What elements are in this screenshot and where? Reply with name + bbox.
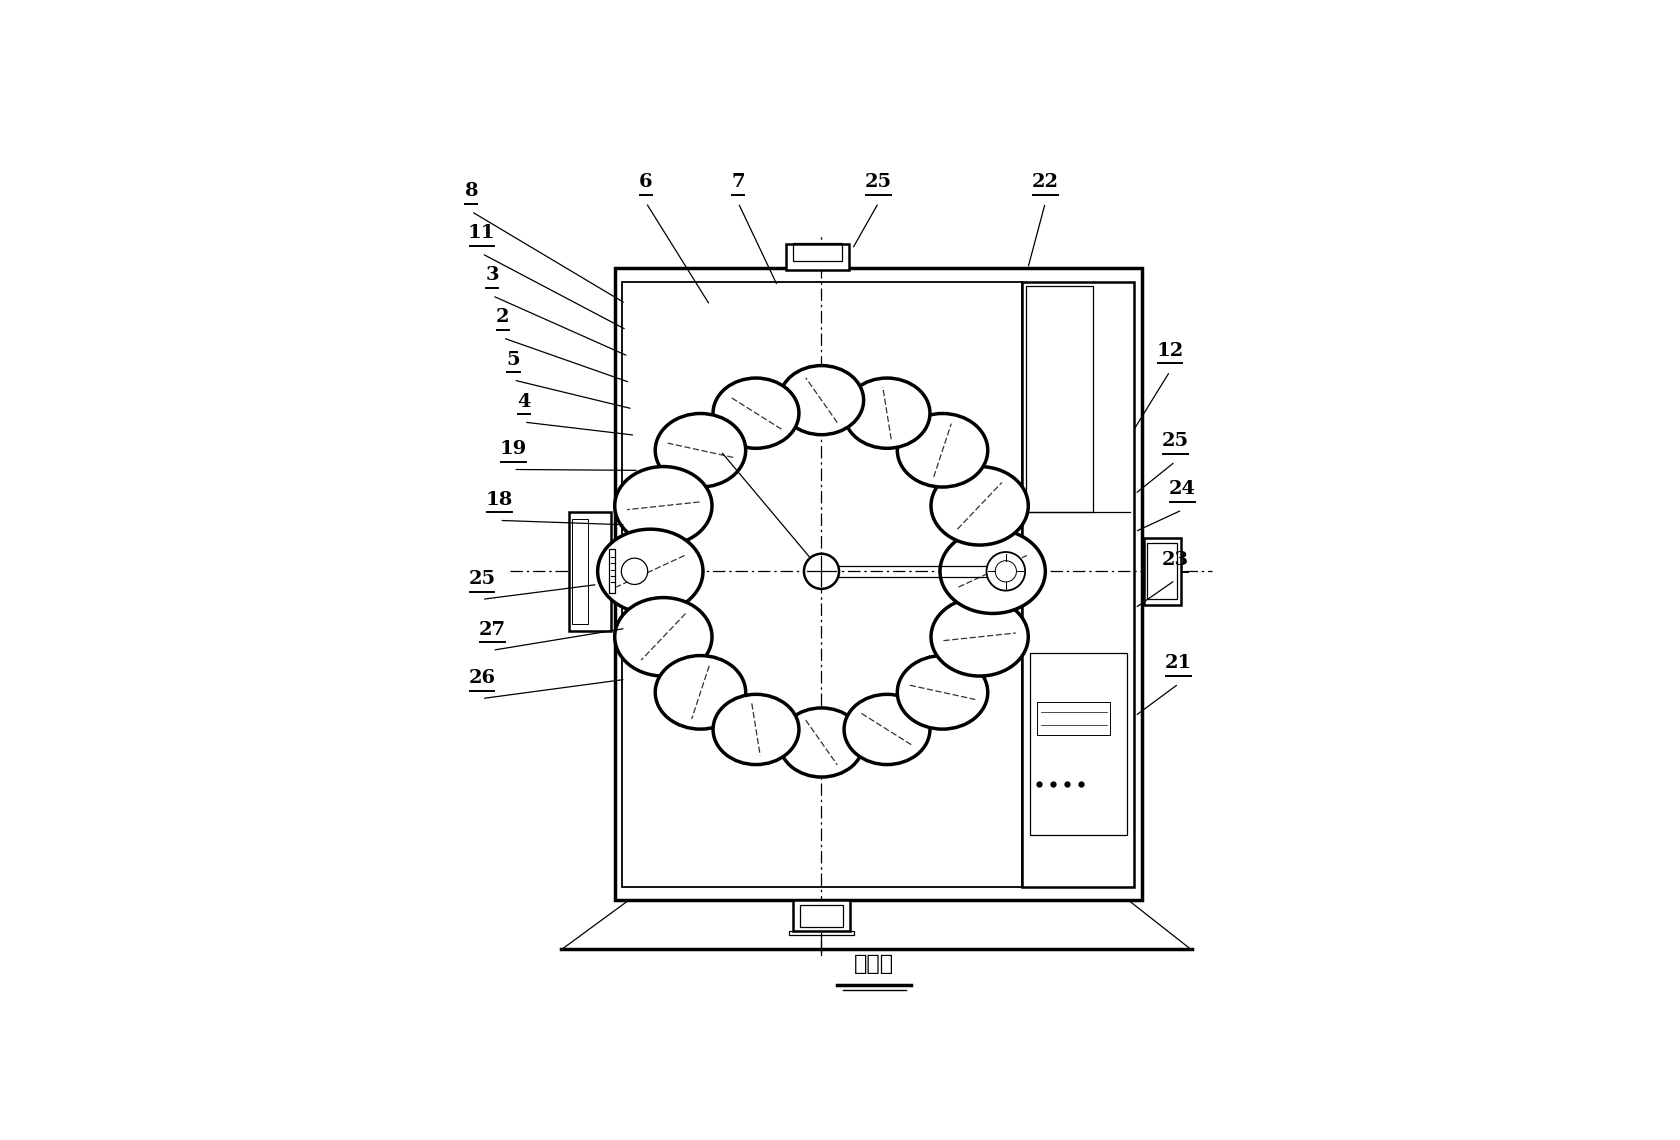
Ellipse shape: [598, 529, 702, 613]
Ellipse shape: [655, 656, 746, 730]
Ellipse shape: [897, 414, 988, 487]
Text: 24: 24: [1169, 480, 1196, 498]
Bar: [610, 549, 615, 593]
Ellipse shape: [712, 378, 800, 448]
Text: 26: 26: [469, 669, 496, 687]
Ellipse shape: [712, 694, 800, 765]
Circle shape: [995, 561, 1016, 581]
Bar: [793, 901, 850, 931]
Text: 22: 22: [1032, 173, 1058, 192]
Ellipse shape: [843, 378, 931, 448]
Bar: [1144, 538, 1181, 604]
Bar: [573, 519, 588, 624]
Ellipse shape: [941, 529, 1045, 613]
Ellipse shape: [897, 656, 988, 730]
Ellipse shape: [931, 466, 1028, 545]
Bar: [570, 512, 612, 630]
Circle shape: [622, 559, 648, 585]
Circle shape: [986, 552, 1025, 591]
Ellipse shape: [615, 466, 712, 545]
Text: 7: 7: [731, 173, 744, 192]
Bar: [793, 244, 842, 261]
Ellipse shape: [780, 708, 864, 777]
Text: 27: 27: [479, 621, 506, 638]
Ellipse shape: [615, 597, 712, 676]
Bar: [1147, 544, 1178, 600]
Text: 4: 4: [517, 392, 531, 410]
Bar: [622, 282, 1021, 887]
Bar: [615, 268, 1142, 901]
Bar: [1021, 282, 1134, 887]
Text: 8: 8: [464, 182, 479, 200]
Bar: [800, 905, 843, 927]
Circle shape: [805, 554, 838, 589]
Text: 25: 25: [469, 570, 496, 588]
Text: 25: 25: [865, 173, 892, 192]
Text: 俯视图: 俯视图: [853, 953, 894, 975]
Text: 11: 11: [469, 225, 496, 242]
Text: 12: 12: [1156, 342, 1184, 360]
Ellipse shape: [931, 597, 1028, 676]
Text: 25: 25: [1161, 432, 1189, 450]
Text: 19: 19: [499, 440, 528, 458]
Bar: [788, 931, 855, 935]
Bar: [786, 244, 848, 270]
Text: 2: 2: [496, 309, 509, 326]
Text: 3: 3: [486, 267, 499, 284]
Text: 5: 5: [507, 350, 521, 368]
Bar: [1038, 702, 1110, 734]
Text: 6: 6: [638, 173, 654, 192]
Ellipse shape: [780, 366, 864, 434]
Text: 23: 23: [1161, 551, 1189, 569]
Text: 18: 18: [486, 491, 512, 508]
Bar: [1026, 286, 1094, 512]
Bar: [1030, 653, 1127, 834]
Text: 21: 21: [1166, 654, 1193, 673]
Ellipse shape: [655, 414, 746, 487]
Ellipse shape: [843, 694, 931, 765]
